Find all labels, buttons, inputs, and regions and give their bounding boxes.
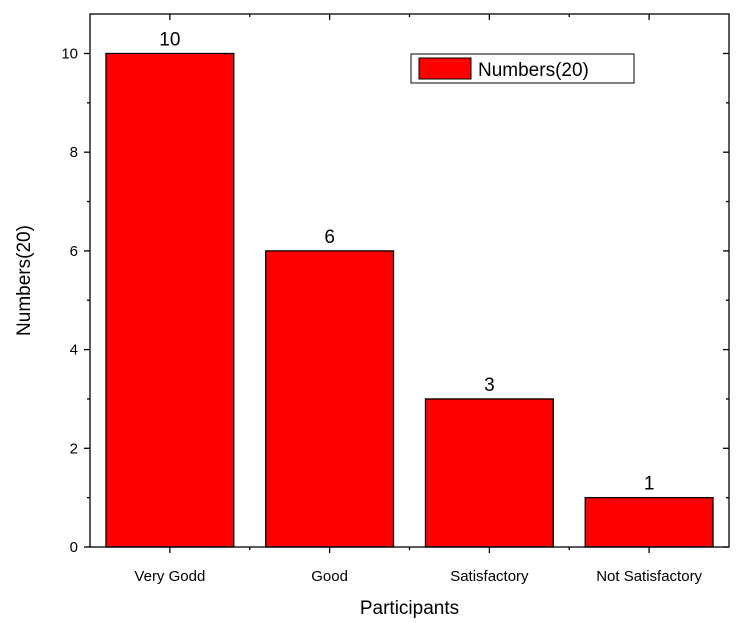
y-axis-title: Numbers(20) <box>14 225 35 336</box>
labels-layer: 10 Very Godd 6 Good 3 Satisfactory 1 Not Satisf… <box>61 29 702 585</box>
x-tick-label: Not Satisfactory <box>596 568 702 585</box>
bar-good <box>265 250 395 548</box>
x-axis-title: Participants <box>360 598 459 619</box>
data-label: 3 <box>484 375 495 396</box>
legend-swatch <box>418 57 472 80</box>
axis-ticks <box>84 14 729 553</box>
bars-layer <box>105 52 714 548</box>
x-tick-label: Good <box>311 568 348 585</box>
legend: Numbers(20) <box>410 53 635 84</box>
y-tick-label: 6 <box>70 243 78 260</box>
y-tick-label: 2 <box>70 440 78 457</box>
bar-very-godd <box>105 52 235 548</box>
data-label: 6 <box>324 227 335 248</box>
bar-satisfactory <box>424 398 554 548</box>
x-tick-label: Very Godd <box>134 568 205 585</box>
data-label: 10 <box>159 29 180 50</box>
y-tick-label: 8 <box>70 144 78 161</box>
y-tick-label: 4 <box>70 342 78 359</box>
bar-not-satisfactory <box>584 496 714 548</box>
data-label: 1 <box>644 474 655 495</box>
x-tick-label: Satisfactory <box>450 568 529 585</box>
y-tick-label: 10 <box>61 45 78 62</box>
legend-label: Numbers(20) <box>478 60 589 81</box>
y-tick-label: 0 <box>70 539 78 556</box>
